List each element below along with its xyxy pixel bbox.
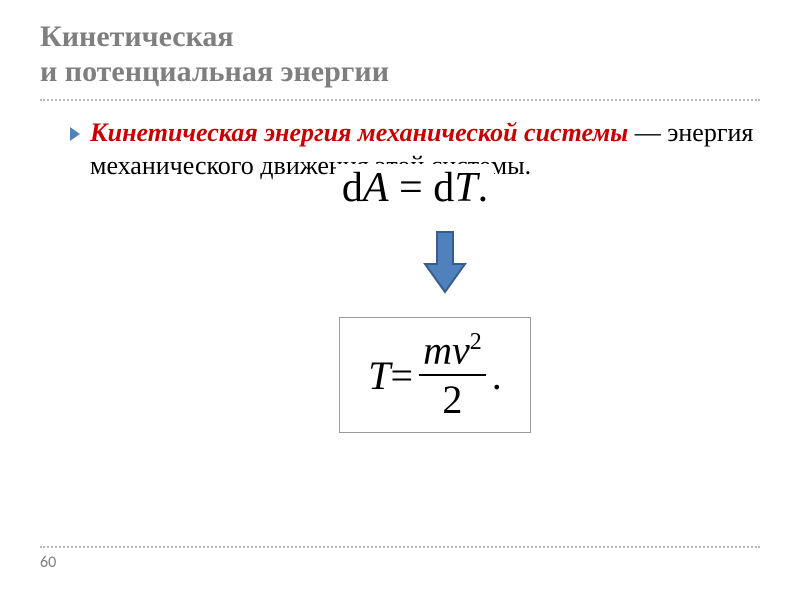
eq2-fraction: mv2 2: [419, 330, 486, 420]
eq2-dot: .: [492, 352, 502, 399]
eq2-lhs: T: [368, 352, 390, 399]
slide: Кинетическая и потенциальная энергии Кин…: [0, 0, 800, 600]
arrow-down-icon: [423, 230, 467, 294]
eq1-d2: d: [433, 165, 454, 211]
down-arrow: [130, 230, 760, 299]
slide-title: Кинетическая и потенциальная энергии: [40, 20, 760, 101]
eq1-eq: =: [389, 165, 434, 211]
equation-2: T = mv2 2 .: [368, 330, 501, 420]
equation-2-box: T = mv2 2 .: [339, 317, 530, 433]
eq1-T: T: [454, 165, 477, 211]
eq1-dot: .: [478, 165, 489, 211]
eq2-eq: =: [391, 352, 414, 399]
equation-2-wrap: T = mv2 2 .: [70, 317, 760, 433]
eq2-v: v: [452, 327, 470, 372]
eq2-num: mv2: [419, 330, 486, 370]
page-number: 60: [40, 553, 56, 572]
eq2-exp: 2: [470, 329, 482, 355]
title-line2: и потенциальная энергии: [40, 55, 389, 88]
footer-rule: [40, 546, 760, 548]
bullet-icon: [70, 127, 80, 141]
dash: —: [628, 118, 667, 147]
eq2-bar: [419, 374, 486, 376]
eq2-den: 2: [438, 380, 466, 420]
body: Кинетическая энергия механической систем…: [40, 117, 760, 433]
title-line1: Кинетическая: [40, 20, 234, 53]
eq2-m: m: [423, 327, 452, 372]
term: Кинетическая энергия механической систем…: [90, 118, 628, 147]
eq1-A: A: [363, 165, 389, 211]
eq1-d1: d: [342, 165, 363, 211]
